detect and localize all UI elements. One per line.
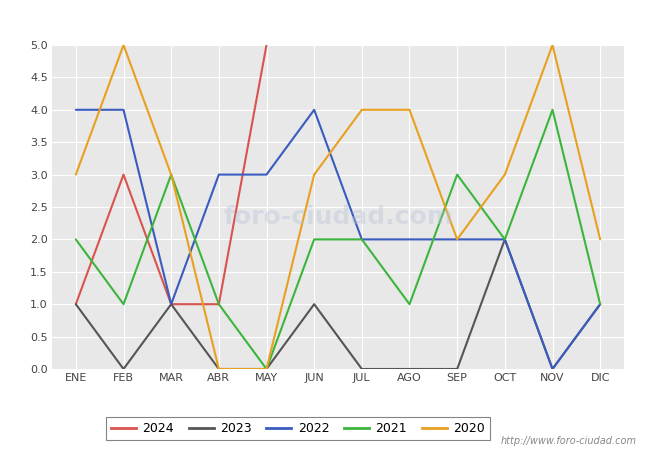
Legend: 2024, 2023, 2022, 2021, 2020: 2024, 2023, 2022, 2021, 2020 [106, 417, 490, 441]
Text: foro-ciudad.com: foro-ciudad.com [223, 205, 453, 229]
Text: Matriculaciones de Vehiculos en Frailes: Matriculaciones de Vehiculos en Frailes [162, 11, 488, 29]
Text: http://www.foro-ciudad.com: http://www.foro-ciudad.com [501, 436, 637, 446]
